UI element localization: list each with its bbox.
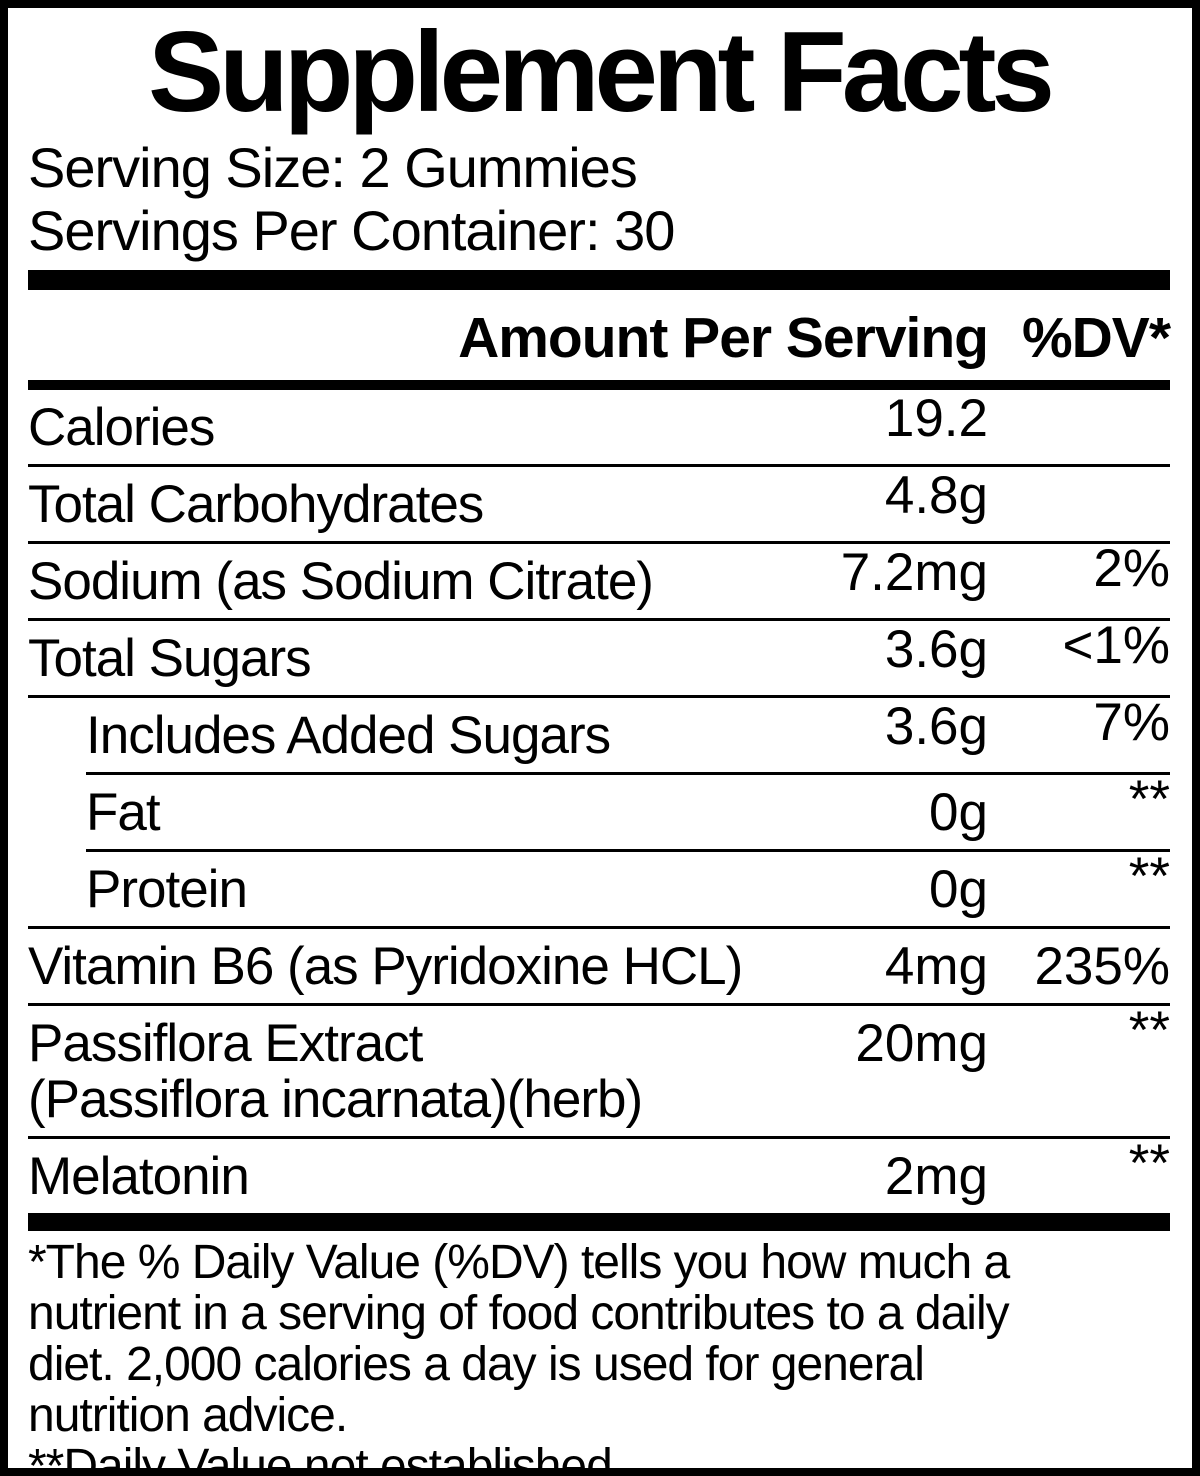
serving-info: Serving Size: 2 Gummies Servings Per Con… bbox=[28, 136, 1170, 262]
nutrient-name: Melatonin bbox=[28, 1147, 250, 1206]
table-row: Passiflora Extract (Passiflora incarnata)… bbox=[28, 1001, 1170, 1136]
nutrient-table: Calories 19.2 Total Carbohydrates 4.8g Sodiu… bbox=[28, 380, 1170, 1213]
nutrient-dv: ** bbox=[1128, 1134, 1170, 1193]
nutrient-amount: 0g bbox=[929, 860, 988, 919]
table-row: Total Sugars 3.6g <1% bbox=[28, 616, 1170, 695]
row-divider bbox=[28, 541, 1170, 544]
column-header-row: Amount Per Serving %DV* bbox=[28, 290, 1171, 380]
table-row: Includes Added Sugars 3.6g 7% bbox=[28, 693, 1170, 772]
nutrient-dv: ** bbox=[1128, 847, 1170, 906]
nutrient-amount: 20mg bbox=[855, 1014, 988, 1073]
nutrient-amount: 4.8g bbox=[884, 466, 988, 525]
nutrient-dv: ** bbox=[1128, 770, 1170, 829]
row-divider bbox=[86, 772, 1170, 775]
nutrient-dv: <1% bbox=[1062, 616, 1170, 675]
row-divider bbox=[28, 1003, 1170, 1006]
nutrient-name-secondary: (Passiflora incarnata)(herb) bbox=[28, 1070, 643, 1129]
panel-title: Supplement Facts bbox=[148, 9, 1055, 136]
nutrient-dv: ** bbox=[1128, 1001, 1170, 1060]
percent-dv-header: %DV* bbox=[1021, 306, 1171, 370]
row-divider bbox=[28, 695, 1170, 698]
nutrient-name: Calories bbox=[28, 398, 215, 457]
footnote: *The % Daily Value (%DV) tells you how m… bbox=[28, 1231, 1170, 1476]
row-divider bbox=[28, 618, 1170, 621]
nutrient-dv: 235% bbox=[1034, 937, 1170, 996]
nutrient-name: Total Sugars bbox=[28, 629, 312, 688]
row-divider bbox=[86, 849, 1170, 852]
amount-per-serving-header: Amount Per Serving bbox=[458, 306, 989, 370]
nutrient-amount: 0g bbox=[929, 783, 988, 842]
nutrient-dv: 7% bbox=[1093, 693, 1170, 752]
nutrient-name: Total Carbohydrates bbox=[28, 475, 484, 534]
nutrient-amount: 2mg bbox=[884, 1147, 988, 1206]
nutrient-amount: 3.6g bbox=[884, 620, 988, 679]
nutrient-name: Includes Added Sugars bbox=[86, 706, 611, 765]
servings-per-container: Servings Per Container: 30 bbox=[28, 199, 675, 262]
nutrient-amount: 19.2 bbox=[884, 389, 988, 448]
table-row: Sodium (as Sodium Citrate) 7.2mg 2% bbox=[28, 539, 1170, 618]
row-divider bbox=[28, 926, 1170, 929]
dv-not-established-note: **Daily Value not established. bbox=[28, 1440, 625, 1476]
nutrient-name: Passiflora Extract (Passiflora incarnata)… bbox=[28, 1016, 788, 1128]
header-divider-bar bbox=[28, 270, 1170, 290]
table-row: Protein 0g ** bbox=[28, 847, 1170, 926]
daily-value-note: *The % Daily Value (%DV) tells you how m… bbox=[28, 1236, 1010, 1442]
nutrient-name: Sodium (as Sodium Citrate) bbox=[28, 552, 654, 611]
table-row: Calories 19.2 bbox=[28, 390, 1170, 464]
nutrient-name: Protein bbox=[86, 860, 248, 919]
nutrient-dv: 2% bbox=[1093, 539, 1170, 598]
table-row: Fat 0g ** bbox=[28, 770, 1170, 849]
table-row: Total Carbohydrates 4.8g bbox=[28, 467, 1170, 541]
nutrient-amount: 3.6g bbox=[884, 697, 988, 756]
row-divider bbox=[28, 1136, 1170, 1139]
table-row: Melatonin 2mg ** bbox=[28, 1134, 1170, 1213]
nutrient-name: Vitamin B6 (as Pyridoxine HCL) bbox=[28, 937, 743, 996]
nutrient-amount: 4mg bbox=[884, 937, 988, 996]
row-divider bbox=[28, 464, 1170, 467]
serving-size: Serving Size: 2 Gummies bbox=[28, 136, 638, 199]
nutrient-name: Fat bbox=[86, 783, 161, 842]
row-divider bbox=[28, 380, 1170, 390]
footnote-divider-bar bbox=[28, 1213, 1170, 1231]
table-row: Vitamin B6 (as Pyridoxine HCL) 4mg 235% bbox=[28, 929, 1170, 1003]
nutrient-amount: 7.2mg bbox=[840, 543, 988, 602]
